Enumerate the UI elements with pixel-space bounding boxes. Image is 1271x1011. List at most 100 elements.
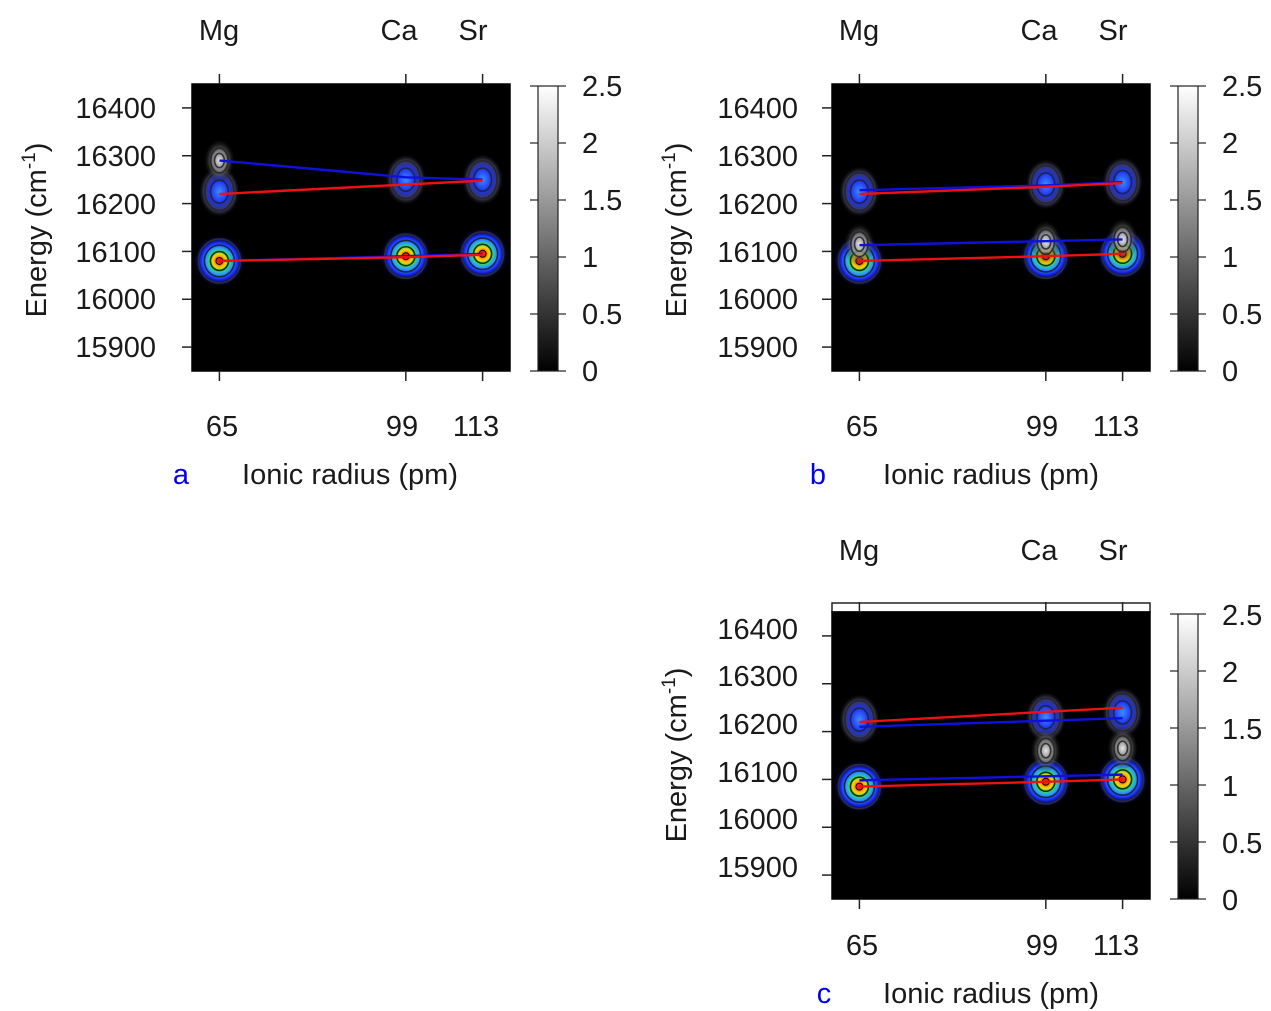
y-tick-16000: 16000 [75, 284, 156, 316]
cbar-tick-1: 1 [1222, 242, 1238, 274]
cbar-tick-2: 2 [582, 128, 598, 160]
y-axis-title: Energy (cm-1) [19, 143, 53, 318]
y-tick-16100: 16100 [717, 237, 798, 269]
y-tick-labels: 15900 16000 16100 16200 16300 16400 [75, 93, 156, 364]
cbar-tick-0.5: 0.5 [1222, 299, 1262, 331]
y-tick-16400: 16400 [75, 93, 156, 125]
cbar-tick-2: 2 [1222, 657, 1238, 689]
plot-area [182, 74, 511, 381]
cbar-tick-0: 0 [1222, 356, 1238, 388]
trend-line-red [219, 179, 483, 196]
contour-ring [849, 179, 870, 204]
contour-ring [396, 167, 416, 193]
contour-ring [1112, 700, 1133, 725]
x-axis-title: Ionic radius (pm) [883, 459, 1099, 491]
panel-letter: c [817, 978, 832, 1010]
trend-line-red [859, 706, 1123, 724]
contour-ring [1040, 742, 1052, 759]
x-tick-65: 65 [206, 411, 238, 443]
y-tick-15900: 15900 [75, 332, 156, 364]
colorbar [530, 85, 566, 372]
x-tick-99: 99 [386, 411, 418, 443]
cbar-tick-2: 2 [1222, 128, 1238, 160]
peak-blob [1106, 217, 1139, 262]
trend-line-blue [219, 159, 483, 181]
y-tick-16100: 16100 [717, 757, 798, 789]
contour-ring [1113, 735, 1133, 762]
heatmap-background [192, 84, 510, 371]
y-tick-16200: 16200 [717, 709, 798, 741]
top-label-ca: Ca [1020, 535, 1058, 567]
cbar-tick-2.5: 2.5 [1222, 71, 1262, 103]
trend-line-blue [859, 716, 1123, 728]
colorbar-tick-labels: 0 0.5 1 1.5 2 2.5 [1222, 71, 1262, 388]
panel-letter: a [173, 459, 190, 491]
plot-frame [191, 83, 511, 372]
colorbar-gradient [1177, 613, 1199, 900]
panel-b: Mg Ca Sr 65 99 113 b Ionic radius (pm) E… [659, 15, 1262, 491]
cbar-tick-0: 0 [582, 356, 598, 388]
x-tick-65: 65 [846, 930, 878, 962]
plot-frame [831, 611, 1151, 900]
trend-line-red [859, 252, 1123, 263]
cbar-tick-0.5: 0.5 [1222, 828, 1262, 860]
trend-line-blue [859, 773, 1123, 782]
plot-frame [831, 83, 1151, 372]
panel-a: Mg Ca Sr 65 99 113 a Ionic radius (pm) E… [19, 15, 622, 491]
heatmap-marks [833, 686, 1149, 813]
heatmap-marks [193, 138, 509, 287]
peak-blob [1029, 728, 1062, 773]
y-tick-16100: 16100 [75, 237, 156, 269]
cbar-tick-2.5: 2.5 [582, 71, 622, 103]
colorbar [1170, 85, 1206, 372]
contour-ring [844, 699, 875, 740]
cbar-tick-2.5: 2.5 [1222, 600, 1262, 632]
y-tick-16400: 16400 [717, 93, 798, 125]
peak-blob [1106, 726, 1139, 771]
colorbar-gradient [537, 85, 559, 372]
x-tick-65: 65 [846, 411, 878, 443]
cbar-tick-1: 1 [1222, 771, 1238, 803]
y-tick-15900: 15900 [717, 852, 798, 884]
contour-ring [1116, 740, 1129, 757]
y-tick-16000: 16000 [717, 804, 798, 836]
contour-ring [390, 159, 422, 200]
trend-line-blue [859, 238, 1123, 247]
y-tick-16200: 16200 [75, 189, 156, 221]
x-tick-113: 113 [1093, 930, 1139, 962]
trend-line-red [859, 181, 1123, 196]
y-tick-16300: 16300 [717, 661, 798, 693]
cbar-tick-1: 1 [582, 242, 598, 274]
contour-ring [844, 171, 875, 212]
top-label-mg: Mg [839, 15, 879, 47]
top-label-mg: Mg [839, 535, 879, 567]
trend-line-red [219, 253, 483, 263]
plot-area [822, 74, 1151, 381]
cbar-tick-0.5: 0.5 [582, 299, 622, 331]
top-label-sr: Sr [1099, 15, 1128, 47]
cbar-tick-0: 0 [1222, 885, 1238, 917]
y-tick-16400: 16400 [717, 614, 798, 646]
y-tick-16200: 16200 [717, 189, 798, 221]
y-tick-16300: 16300 [75, 141, 156, 173]
x-axis-title: Ionic radius (pm) [242, 459, 458, 491]
trend-line-red [859, 778, 1123, 788]
colorbar-gradient [1177, 85, 1199, 372]
heatmap-background [832, 612, 1150, 899]
top-frame-band [831, 602, 1151, 613]
y-tick-15900: 15900 [717, 332, 798, 364]
x-tick-99: 99 [1026, 930, 1058, 962]
x-tick-113: 113 [1093, 411, 1139, 443]
x-tick-113: 113 [453, 411, 499, 443]
plot-area [822, 602, 1151, 909]
y-tick-labels: 15900 16000 16100 16200 16300 16400 [717, 614, 798, 884]
contour-ring [849, 707, 870, 732]
top-label-sr: Sr [1099, 535, 1128, 567]
cbar-tick-1.5: 1.5 [582, 185, 622, 217]
top-label-ca: Ca [380, 15, 418, 47]
heatmap-background [832, 84, 1150, 371]
top-label-sr: Sr [459, 15, 488, 47]
top-label-ca: Ca [1020, 15, 1058, 47]
colorbar-tick-labels: 0 0.5 1 1.5 2 2.5 [1222, 600, 1262, 917]
